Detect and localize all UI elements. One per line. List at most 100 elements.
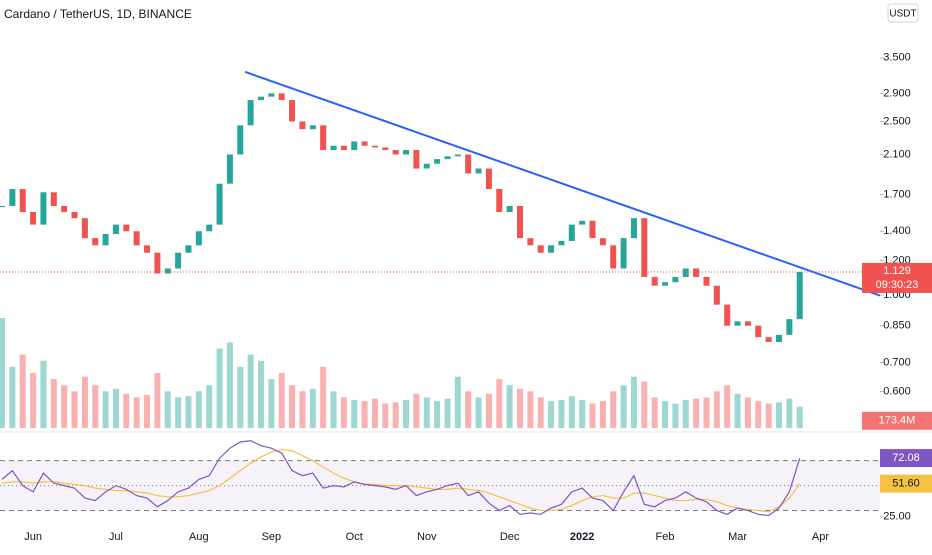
- volume-bar: [537, 397, 544, 428]
- x-tick-label: Sep: [262, 531, 282, 543]
- candle: [154, 252, 161, 274]
- candle: [392, 150, 399, 155]
- volume-bar: [61, 385, 68, 428]
- candle: [340, 145, 347, 151]
- y-tick-label: 0.600: [883, 386, 911, 398]
- currency: USDT: [889, 9, 916, 20]
- volume-bar: [444, 398, 451, 428]
- volume-bar: [682, 399, 689, 428]
- volume-bar: [662, 401, 669, 428]
- candle: [40, 192, 47, 225]
- candle: [185, 245, 192, 253]
- candle: [413, 150, 420, 169]
- y-tick-label: 3.500: [883, 52, 911, 64]
- volume-bar: [247, 354, 254, 428]
- volume-bar: [175, 397, 182, 428]
- volume-bar: [268, 379, 275, 428]
- volume-bar: [434, 401, 441, 428]
- volume-bar: [392, 402, 399, 428]
- candle: [195, 231, 202, 246]
- candle: [268, 93, 275, 97]
- candle: [216, 183, 223, 225]
- candle: [351, 141, 358, 151]
- candle: [19, 189, 26, 212]
- volume-bar: [309, 388, 316, 428]
- volume-bar: [413, 393, 420, 428]
- candle: [226, 154, 233, 184]
- currency-badge[interactable]: [887, 3, 919, 23]
- candle: [651, 276, 658, 286]
- candle: [589, 220, 596, 239]
- candle: [50, 192, 57, 206]
- volume-bar: [102, 391, 109, 428]
- x-tick-label: Jun: [24, 531, 42, 543]
- x-tick-label: Feb: [656, 531, 675, 543]
- chart-title: Cardano / TetherUS, 1D, BINANCE: [4, 7, 192, 21]
- candle: [247, 100, 254, 126]
- volume-bar: [599, 401, 606, 428]
- volume-bar: [330, 391, 337, 428]
- candle: [0, 205, 5, 207]
- candle: [423, 163, 430, 169]
- candle: [744, 321, 751, 326]
- volume-bar: [71, 391, 78, 428]
- candle: [61, 205, 68, 212]
- candle: [641, 218, 648, 277]
- volume-bar: [216, 348, 223, 428]
- candle: [630, 218, 637, 239]
- trend-line: [244, 70, 881, 297]
- y-tick-label: 2.500: [883, 115, 911, 127]
- candle: [434, 159, 441, 164]
- candle: [558, 240, 565, 246]
- candle: [289, 100, 296, 122]
- candle: [206, 224, 213, 232]
- y-tick-label: 25.00: [883, 511, 911, 523]
- volume-bar: [630, 376, 637, 428]
- rsi-ma-line: [1, 448, 801, 513]
- volume-tag: [862, 411, 932, 430]
- volume-bar: [30, 373, 37, 428]
- volume-bar: [19, 354, 26, 428]
- candle: [309, 125, 316, 130]
- volume-bar: [465, 391, 472, 428]
- volume-bar: [744, 397, 751, 428]
- rsi-ma-tag: [880, 474, 932, 493]
- candle: [371, 145, 378, 148]
- volume-bar: [579, 399, 586, 428]
- candle: [237, 125, 244, 155]
- candle: [620, 238, 627, 269]
- candle: [796, 271, 803, 320]
- volume-bar: [123, 393, 130, 428]
- volume-bar: [713, 391, 720, 428]
- candle: [475, 168, 482, 174]
- volume-bar: [299, 391, 306, 428]
- candle: [662, 282, 669, 286]
- volume-bar: [568, 396, 575, 428]
- volume-bar: [703, 397, 710, 428]
- volume-bar: [81, 376, 88, 428]
- volume-bar: [620, 385, 627, 428]
- candle: [92, 238, 99, 246]
- volume-bar: [454, 376, 461, 428]
- x-tick-label: Mar: [728, 531, 747, 543]
- volume-bar: [651, 397, 658, 428]
- candle: [9, 189, 16, 206]
- candle: [693, 268, 700, 277]
- candle: [444, 156, 451, 160]
- volume-bar: [9, 366, 16, 428]
- candle: [496, 189, 503, 212]
- candle: [175, 252, 182, 269]
- volume-bar: [340, 397, 347, 428]
- volume-bar: [382, 403, 389, 428]
- volume-bar: [475, 397, 482, 428]
- candle: [724, 304, 731, 326]
- y-tick-label: 2.900: [883, 87, 911, 99]
- volume-bar: [485, 393, 492, 428]
- volume-bar: [423, 397, 430, 428]
- volume-bar: [496, 379, 503, 428]
- candle: [734, 321, 741, 326]
- volume-bar: [320, 366, 327, 428]
- candle: [610, 245, 617, 269]
- volume-bar: [527, 391, 534, 428]
- volume-bar: [185, 396, 192, 428]
